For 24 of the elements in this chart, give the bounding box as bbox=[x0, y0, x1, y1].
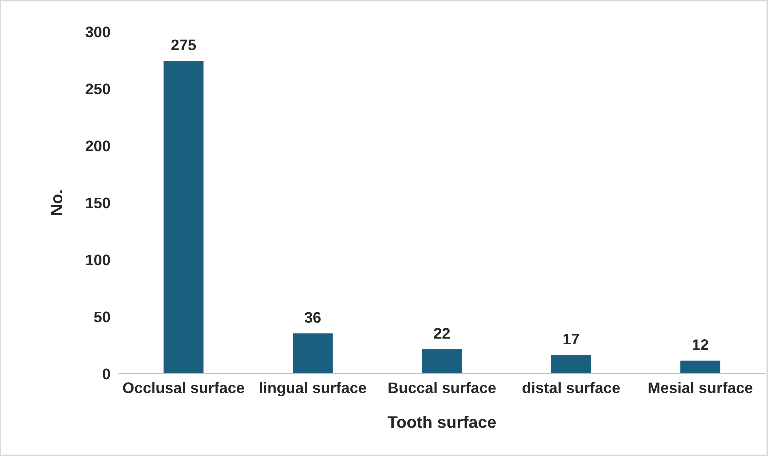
y-tick-label: 50 bbox=[94, 312, 110, 323]
x-tick-label: Buccal surface bbox=[388, 382, 496, 394]
x-axis-title: Tooth surface bbox=[388, 416, 496, 428]
data-label: 12 bbox=[693, 340, 708, 350]
y-tick-label: 200 bbox=[86, 140, 110, 152]
y-tick-label: 250 bbox=[86, 84, 110, 95]
x-tick-label: Mesial surface bbox=[648, 382, 753, 394]
y-tick-label: 100 bbox=[86, 254, 110, 266]
y-tick-label: 0 bbox=[102, 368, 110, 380]
x-tick-label: lingual surface bbox=[260, 382, 366, 397]
data-label: 275 bbox=[172, 40, 196, 51]
bar bbox=[420, 348, 464, 374]
y-tick-label: 150 bbox=[86, 198, 110, 209]
bar bbox=[550, 354, 593, 374]
data-label: 17 bbox=[564, 334, 580, 345]
x-tick-label: Occlusal surface bbox=[123, 382, 244, 394]
bar bbox=[679, 360, 722, 374]
x-tick-label: distal surface bbox=[522, 382, 620, 394]
data-label: 22 bbox=[434, 328, 450, 339]
y-axis-title: No. bbox=[51, 190, 63, 216]
bar bbox=[292, 332, 334, 374]
data-label: 36 bbox=[304, 312, 321, 324]
bar bbox=[162, 60, 206, 374]
y-tick-label: 300 bbox=[86, 26, 110, 38]
